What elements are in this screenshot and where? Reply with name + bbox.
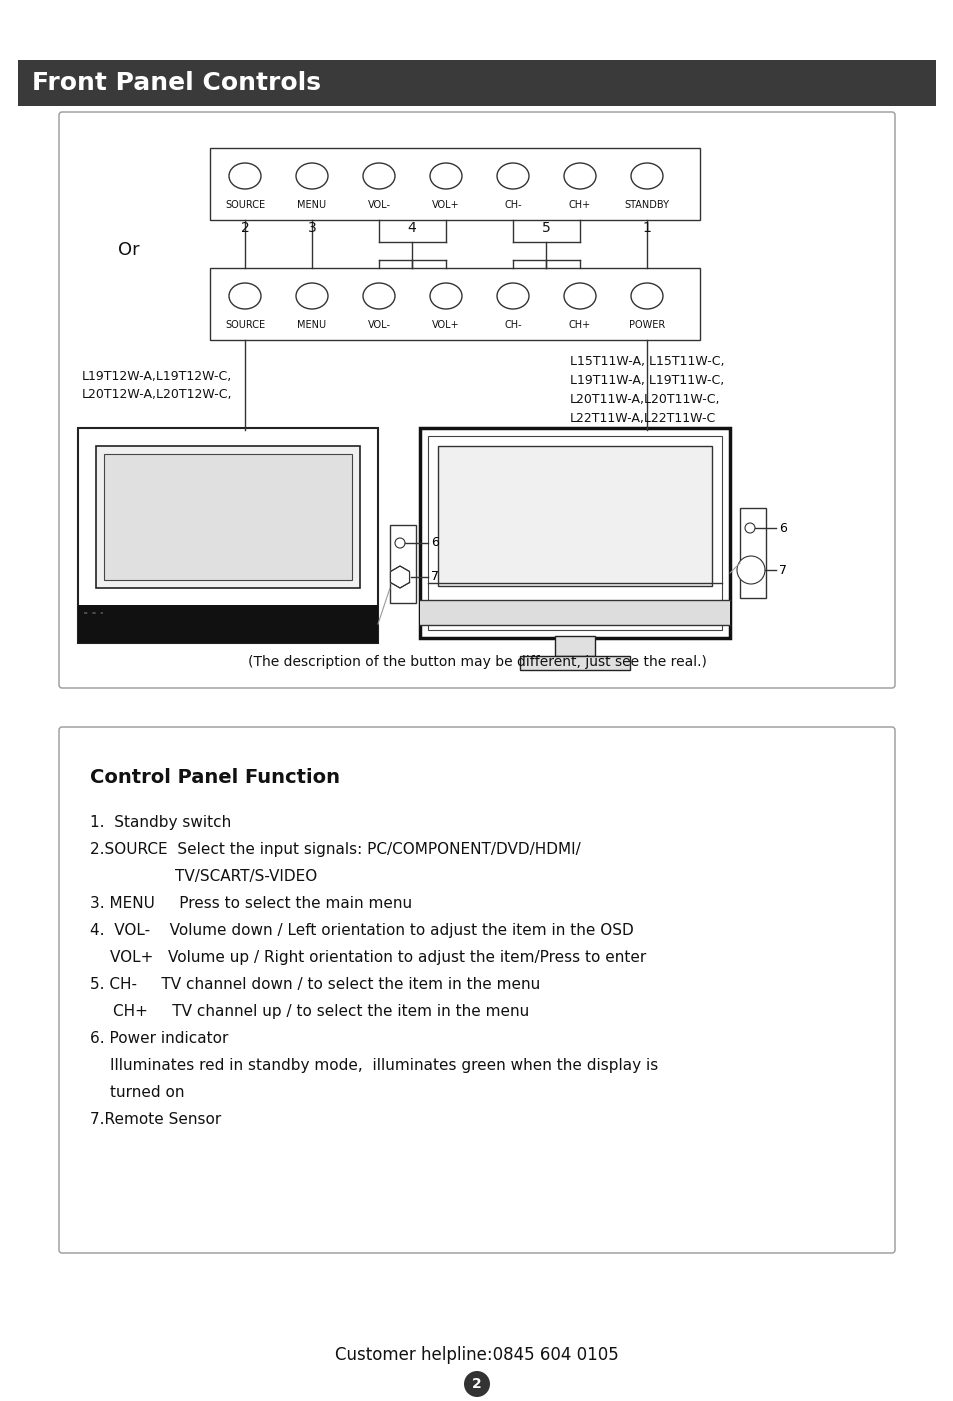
Text: CH-: CH- — [503, 200, 521, 210]
Text: VOL-: VOL- — [367, 200, 390, 210]
Text: 2: 2 — [240, 221, 249, 235]
Ellipse shape — [630, 283, 662, 310]
Text: 6: 6 — [779, 521, 786, 535]
Ellipse shape — [363, 283, 395, 310]
Text: 5: 5 — [541, 221, 550, 235]
Bar — [419, 600, 729, 625]
Text: SOURCE: SOURCE — [225, 200, 265, 210]
Text: 7: 7 — [779, 563, 786, 576]
Ellipse shape — [363, 163, 395, 189]
Text: Or: Or — [118, 241, 139, 259]
Ellipse shape — [497, 283, 529, 310]
Text: VOL+   Volume up / Right orientation to adjust the item/Press to enter: VOL+ Volume up / Right orientation to ad… — [110, 950, 645, 965]
Text: CH+: CH+ — [568, 200, 591, 210]
Ellipse shape — [430, 283, 461, 310]
Bar — [78, 427, 377, 643]
Bar — [555, 636, 595, 656]
FancyBboxPatch shape — [59, 727, 894, 1252]
Ellipse shape — [229, 283, 261, 310]
Text: STANDBY: STANDBY — [624, 200, 669, 210]
Text: L15T11W-A, L15T11W-C,
L19T11W-A, L19T11W-C,
L20T11W-A,L20T11W-C,
L22T11W-A,L22T1: L15T11W-A, L15T11W-C, L19T11W-A, L19T11W… — [569, 354, 723, 425]
Text: 4.  VOL-    Volume down / Left orientation to adjust the item in the OSD: 4. VOL- Volume down / Left orientation t… — [90, 923, 633, 939]
Text: 2.SOURCE  Select the input signals: PC/COMPONENT/DVD/HDMI/: 2.SOURCE Select the input signals: PC/CO… — [90, 842, 580, 857]
Ellipse shape — [295, 283, 328, 310]
Text: Front Panel Controls: Front Panel Controls — [32, 71, 320, 95]
Bar — [740, 509, 765, 598]
Circle shape — [737, 556, 764, 584]
Text: 3. MENU     Press to select the main menu: 3. MENU Press to select the main menu — [90, 897, 412, 911]
Text: (The description of the button may be different, just see the real.): (The description of the button may be di… — [247, 656, 706, 670]
Text: Customer helpline:0845 604 0105: Customer helpline:0845 604 0105 — [335, 1346, 618, 1365]
Ellipse shape — [229, 163, 261, 189]
Text: TV/SCART/S-VIDEO: TV/SCART/S-VIDEO — [174, 869, 317, 884]
Text: VOL+: VOL+ — [432, 319, 459, 331]
Text: VOL-: VOL- — [367, 319, 390, 331]
Bar — [104, 454, 352, 580]
Text: 2: 2 — [472, 1377, 481, 1391]
Text: MENU: MENU — [297, 200, 326, 210]
Ellipse shape — [630, 163, 662, 189]
Text: VOL+: VOL+ — [432, 200, 459, 210]
Circle shape — [744, 523, 754, 532]
Text: L19T12W-A,L19T12W-C,
L20T12W-A,L20T12W-C,: L19T12W-A,L19T12W-C, L20T12W-A,L20T12W-C… — [82, 370, 233, 401]
Text: SOURCE: SOURCE — [225, 319, 265, 331]
Text: CH+     TV channel up / to select the item in the menu: CH+ TV channel up / to select the item i… — [112, 1005, 529, 1019]
Bar — [428, 436, 721, 630]
Text: 6. Power indicator: 6. Power indicator — [90, 1031, 228, 1047]
Bar — [210, 149, 700, 220]
Bar — [419, 427, 729, 637]
Text: POWER: POWER — [628, 319, 664, 331]
Text: MENU: MENU — [297, 319, 326, 331]
Text: CH-: CH- — [503, 319, 521, 331]
Ellipse shape — [497, 163, 529, 189]
Bar — [18, 60, 935, 106]
Text: 7.Remote Sensor: 7.Remote Sensor — [90, 1112, 221, 1126]
Bar — [437, 446, 711, 586]
Ellipse shape — [563, 163, 596, 189]
Text: 4: 4 — [407, 221, 416, 235]
Text: 5. CH-     TV channel down / to select the item in the menu: 5. CH- TV channel down / to select the i… — [90, 976, 539, 992]
Bar — [210, 268, 700, 340]
Ellipse shape — [563, 283, 596, 310]
Bar — [390, 525, 416, 602]
Circle shape — [395, 538, 405, 548]
Text: Illuminates red in standby mode,  illuminates green when the display is: Illuminates red in standby mode, illumin… — [110, 1058, 658, 1073]
Polygon shape — [390, 566, 409, 588]
Text: CH+: CH+ — [568, 319, 591, 331]
Ellipse shape — [430, 163, 461, 189]
FancyBboxPatch shape — [59, 112, 894, 688]
Text: 1: 1 — [642, 221, 651, 235]
Circle shape — [463, 1372, 490, 1397]
Bar — [78, 605, 377, 643]
Bar — [519, 656, 629, 670]
Text: 7: 7 — [431, 570, 438, 583]
Text: turned on: turned on — [110, 1084, 184, 1100]
Text: 3: 3 — [307, 221, 316, 235]
Ellipse shape — [295, 163, 328, 189]
Text: Control Panel Function: Control Panel Function — [90, 768, 339, 787]
Text: 1.  Standby switch: 1. Standby switch — [90, 815, 231, 829]
Bar — [96, 446, 359, 588]
Text: 6: 6 — [431, 537, 438, 549]
